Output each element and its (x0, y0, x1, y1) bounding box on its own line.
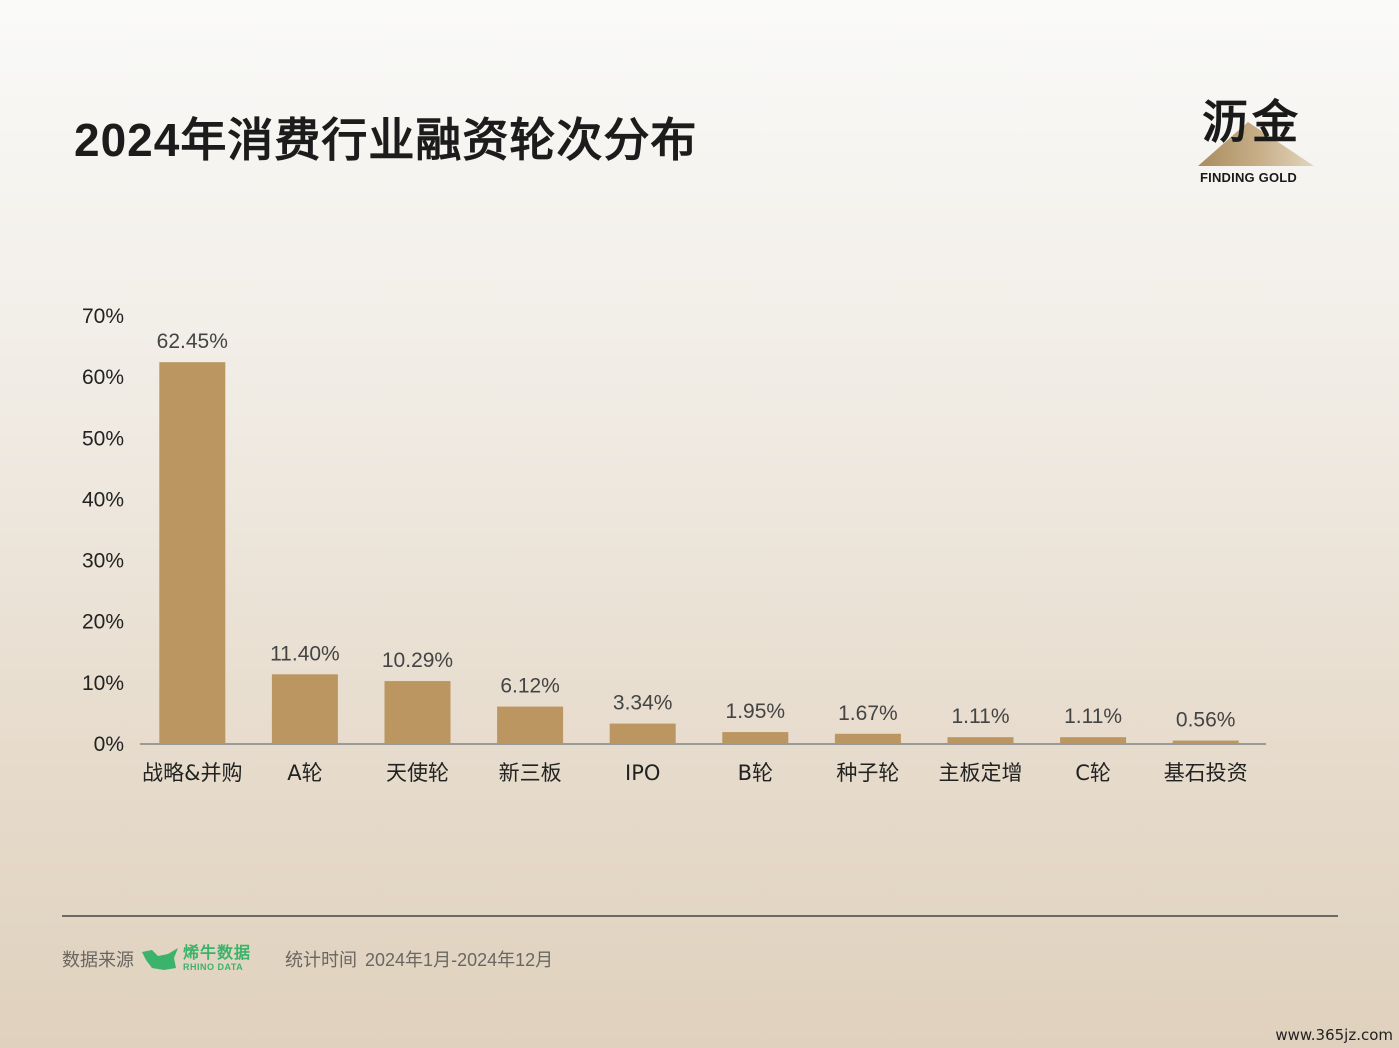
value-label: 1.11% (1064, 705, 1122, 728)
footer: 数据来源 烯牛数据 RHINO DATA 统计时间 2024年1月-2024年1… (62, 946, 553, 972)
y-tick-label: 40% (82, 488, 124, 511)
source-label: 数据来源 (62, 950, 134, 970)
bar (834, 733, 901, 744)
x-tick-label: 天使轮 (386, 761, 449, 785)
x-tick-label: IPO (625, 761, 660, 785)
logo-english-text: FINDING GOLD (1200, 170, 1298, 185)
y-tick-label: 0% (94, 733, 124, 756)
brand-logo: 沥金 FINDING GOLD (1196, 86, 1316, 190)
y-tick-label: 10% (82, 672, 124, 695)
bar (947, 737, 1014, 744)
value-label: 1.11% (952, 705, 1010, 728)
x-tick-label: 主板定增 (939, 761, 1023, 785)
value-label: 10.29% (382, 649, 453, 672)
x-tick-label: B轮 (738, 761, 773, 785)
y-tick-label: 50% (82, 427, 124, 450)
footer-divider (62, 915, 1338, 917)
period-value: 2024年1月-2024年12月 (365, 950, 554, 970)
value-label: 6.12% (500, 675, 560, 698)
value-label: 1.95% (726, 700, 786, 723)
bar (1060, 737, 1127, 744)
watermark: www.365jz.com (1275, 1026, 1393, 1044)
value-label: 62.45% (157, 330, 228, 353)
bar (609, 723, 676, 744)
y-tick-label: 20% (82, 611, 124, 634)
value-label: 0.56% (1176, 709, 1236, 732)
logo-chinese-text: 沥金 (1202, 96, 1302, 148)
source-brand-en: RHINO DATA (183, 962, 244, 972)
value-label: 3.34% (613, 692, 673, 715)
bar (271, 674, 338, 744)
bar (497, 706, 564, 744)
chart-title: 2024年消费行业融资轮次分布 (74, 114, 698, 166)
rhino-icon (142, 948, 178, 970)
bar-chart: 0% 10% 20% 30% 40% 50% 60% 70% 62.45% 战略&并购 11.40%… (82, 305, 1266, 785)
value-label: 11.40% (270, 642, 340, 665)
x-tick-label: 基石投资 (1164, 761, 1248, 785)
source-brand: 烯牛数据 RHINO DATA (140, 946, 251, 972)
period-label: 统计时间 (285, 950, 358, 970)
y-tick-label: 60% (82, 366, 124, 389)
bar (159, 362, 226, 744)
x-tick-label: 新三板 (499, 761, 562, 785)
bar (384, 681, 451, 744)
x-tick-label: A轮 (287, 761, 322, 785)
source-brand-cn: 烯牛数据 (183, 945, 252, 962)
x-tick-label: C轮 (1075, 761, 1111, 785)
bar (1172, 740, 1239, 744)
y-tick-label: 30% (82, 550, 124, 573)
value-label: 1.67% (838, 702, 898, 725)
x-tick-label: 种子轮 (836, 761, 899, 785)
mountain-logo-icon (1198, 122, 1314, 166)
x-tick-label: 战略&并购 (142, 761, 242, 785)
bar (722, 732, 789, 744)
y-tick-label: 70% (82, 305, 124, 328)
